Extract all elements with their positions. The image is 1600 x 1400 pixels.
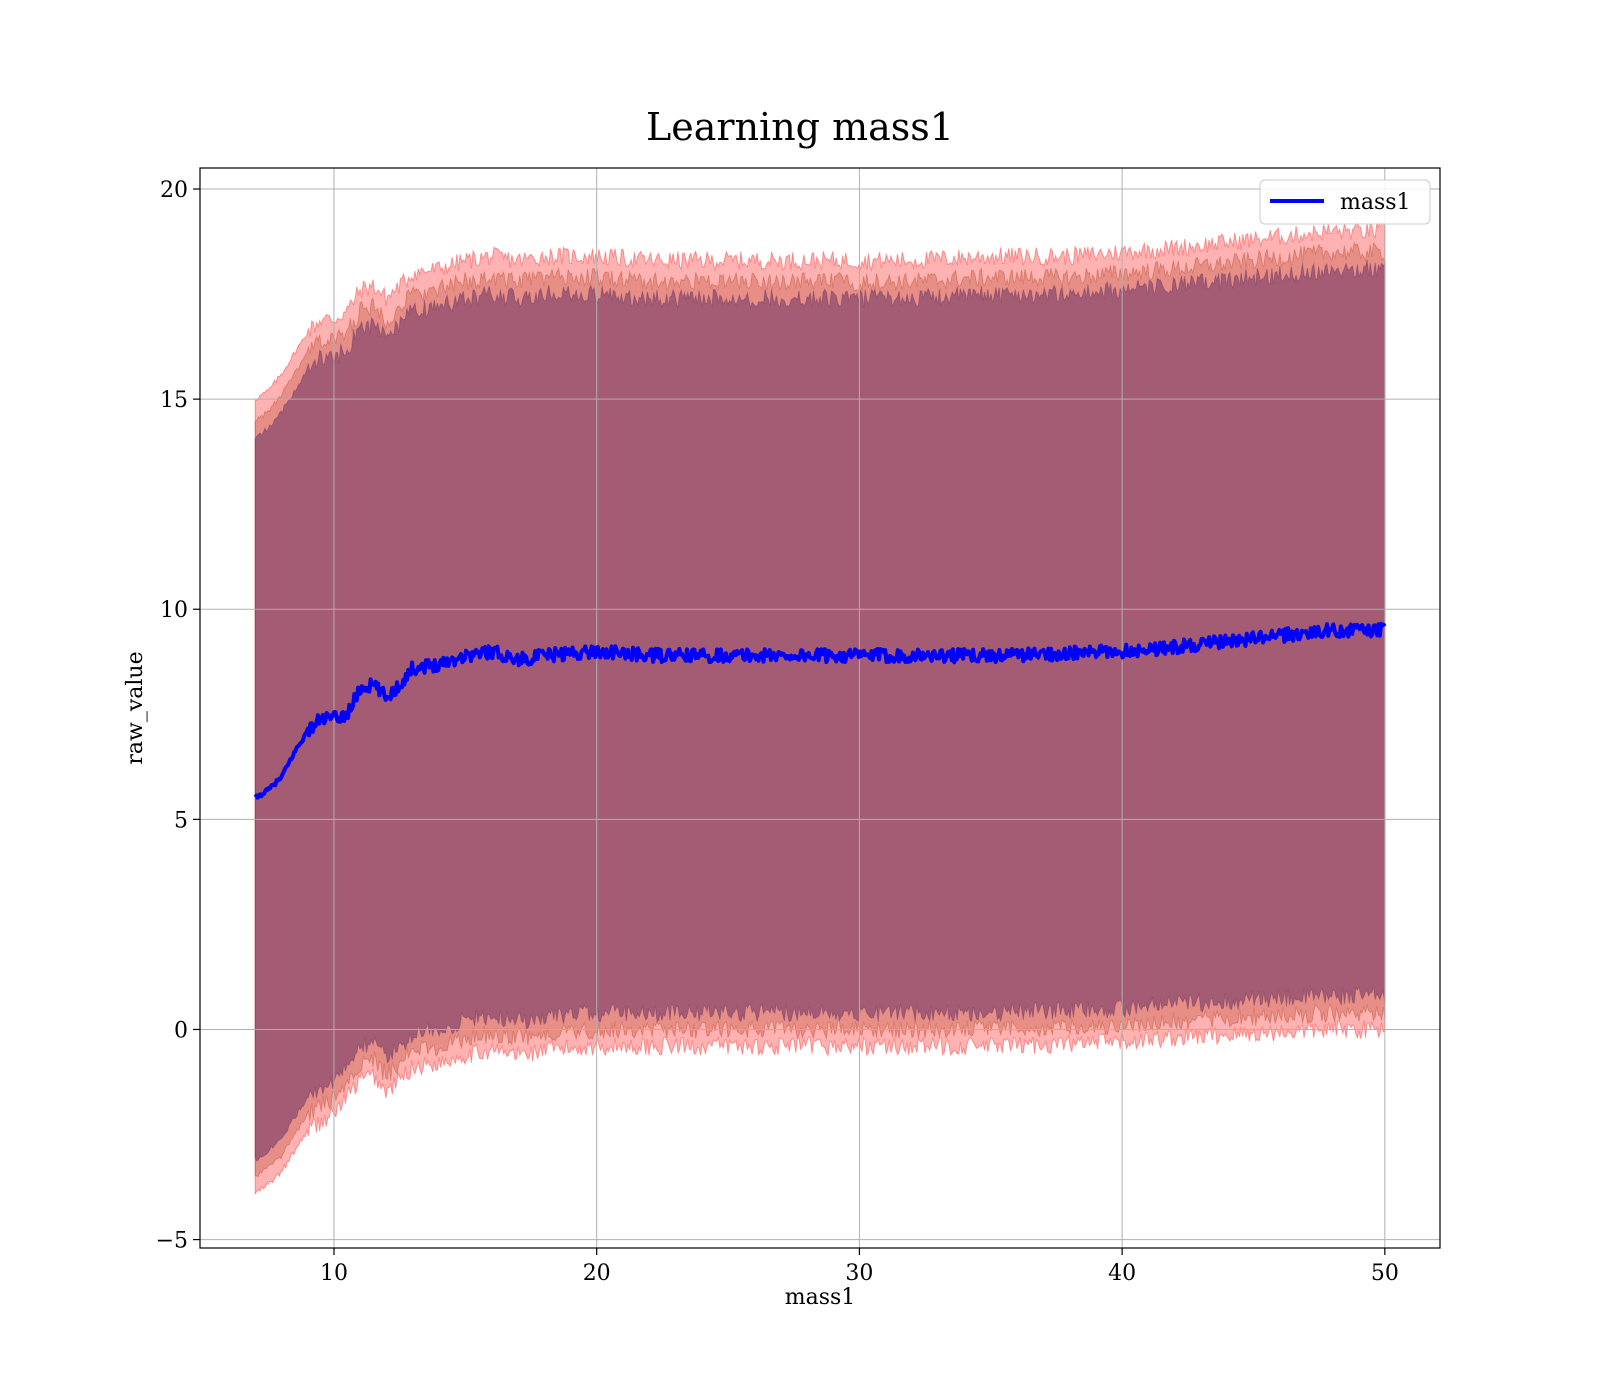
x-tick-label-2: 30: [845, 1261, 873, 1286]
grid-lines: [200, 168, 1440, 1248]
x-tick-label-0: 10: [320, 1261, 348, 1286]
x-tick-label-4: 50: [1371, 1261, 1399, 1286]
y-axis-label: raw_value: [123, 651, 148, 764]
series-lines: [253, 621, 1387, 800]
x-axis-ticks: 10 20 30 40 50: [320, 1248, 1399, 1286]
y-tick-label-0: −5: [156, 1229, 188, 1254]
y-tick-label-5: 20: [160, 178, 188, 203]
x-axis-label: mass1: [785, 1285, 856, 1310]
y-tick-label-3: 10: [160, 598, 188, 623]
legend-label-mass1: mass1: [1340, 190, 1411, 215]
chart-title: Learning mass1: [646, 105, 954, 149]
y-axis-ticks: −5 0 5 10 15 20: [156, 178, 200, 1254]
series-line-0: [253, 621, 1387, 800]
y-tick-label-4: 15: [160, 388, 188, 413]
plot-frame: [199, 167, 1441, 1249]
legend: mass1: [1259, 179, 1431, 225]
x-tick-label-3: 40: [1108, 1261, 1136, 1286]
confidence-bands: [254, 220, 1386, 1195]
x-tick-label-1: 20: [583, 1261, 611, 1286]
y-tick-label-1: 0: [174, 1018, 188, 1043]
legend-box: [1259, 179, 1431, 225]
y-tick-label-2: 5: [174, 808, 188, 833]
